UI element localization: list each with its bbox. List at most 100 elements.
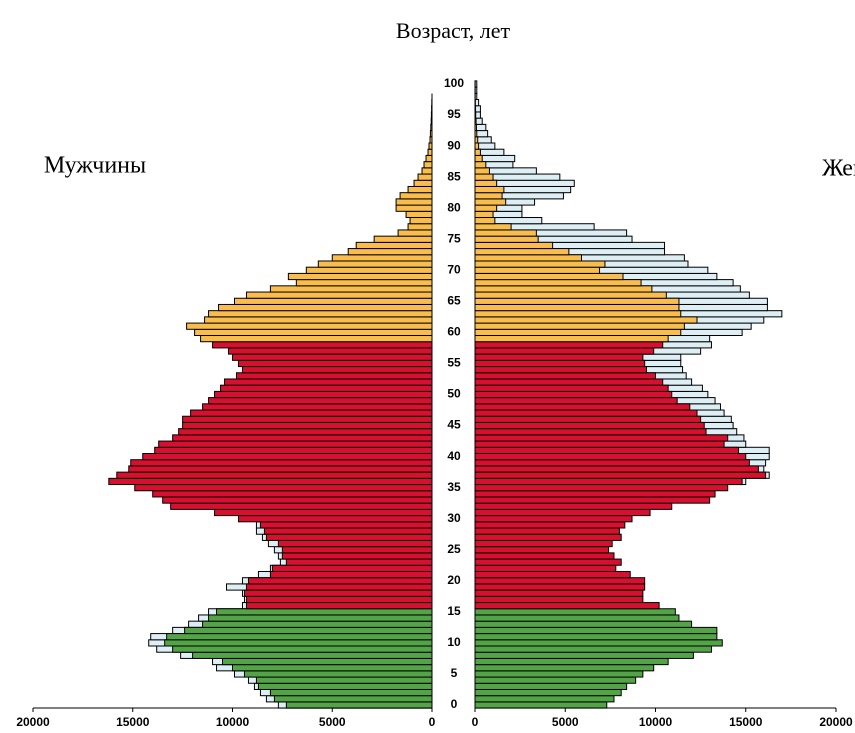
bar (474, 620, 693, 628)
bar (474, 484, 729, 492)
bar (245, 595, 433, 604)
age-label: 20 (447, 573, 461, 587)
x-tick-label: 15000 (729, 715, 763, 729)
bar (397, 229, 433, 237)
bar (474, 179, 498, 187)
bar (245, 291, 433, 299)
bar (474, 335, 669, 343)
bar (224, 378, 433, 386)
bar (474, 546, 610, 554)
bar (295, 279, 433, 287)
bar (474, 670, 644, 678)
bar (474, 664, 655, 672)
bar (417, 173, 433, 181)
bar (474, 272, 624, 281)
bar (317, 260, 433, 268)
bar (273, 695, 433, 703)
bar (190, 409, 433, 417)
bar (474, 235, 539, 243)
x-tick-label: 10000 (216, 715, 250, 729)
bar (216, 608, 433, 616)
age-label: 45 (447, 418, 461, 432)
bar (474, 223, 512, 231)
bar (395, 198, 433, 206)
bar (243, 670, 433, 678)
bar (474, 651, 694, 659)
bar (474, 297, 680, 305)
age-label: 95 (447, 107, 461, 121)
bar (474, 471, 767, 479)
bar (474, 577, 646, 585)
bar (305, 266, 433, 274)
bar (474, 229, 537, 237)
bar (474, 241, 554, 250)
bar (474, 409, 698, 417)
bar (152, 490, 433, 498)
bar (474, 645, 712, 653)
bar (474, 198, 507, 206)
bar (474, 378, 664, 386)
bar (474, 602, 660, 610)
bar (241, 366, 433, 374)
age-label: 100 (444, 76, 464, 90)
bar (116, 471, 433, 479)
bar (474, 459, 750, 467)
bar (474, 204, 498, 212)
bar (208, 397, 433, 405)
bar (474, 154, 483, 163)
bar (474, 397, 678, 405)
bar (257, 682, 433, 690)
x-tick-label: 15000 (116, 715, 150, 729)
bar (247, 577, 433, 585)
bar (172, 434, 433, 442)
x-tick-label: 20000 (819, 715, 853, 729)
bar (474, 477, 743, 486)
age-label: 15 (447, 604, 461, 618)
bar (399, 192, 433, 200)
age-label: 40 (447, 449, 461, 463)
bar (243, 589, 433, 597)
bar (245, 583, 433, 591)
bar (474, 446, 740, 454)
age-label: 35 (447, 480, 461, 494)
bar (263, 527, 433, 535)
bar (474, 502, 673, 510)
bar (237, 515, 433, 523)
bar (164, 639, 433, 647)
bar (474, 248, 570, 256)
bar (474, 217, 496, 225)
age-label: 85 (447, 169, 461, 183)
bar (474, 434, 729, 442)
bar (474, 316, 698, 324)
bar (474, 347, 655, 355)
age-label: 55 (447, 356, 461, 370)
bar (474, 614, 680, 622)
age-label: 75 (447, 231, 461, 245)
bar (128, 465, 433, 473)
bar (474, 285, 653, 293)
bar (474, 384, 669, 392)
age-label: 90 (447, 138, 461, 152)
bar (474, 695, 615, 703)
legend-male: Мужчины (44, 153, 146, 179)
bar (474, 359, 646, 368)
bar (474, 688, 622, 697)
bar (194, 328, 433, 337)
bar (474, 173, 494, 181)
bar (474, 552, 615, 560)
bar (474, 279, 642, 287)
bar (425, 154, 433, 163)
bar (228, 347, 433, 355)
bar (235, 372, 433, 380)
bar (347, 248, 433, 256)
bar (474, 254, 582, 262)
bar (158, 440, 433, 448)
bar (212, 341, 433, 349)
bar (474, 260, 606, 268)
bar (285, 701, 433, 709)
age-label: 30 (447, 511, 461, 525)
bar (474, 452, 747, 461)
age-label: 10 (447, 635, 461, 649)
bar (474, 527, 620, 535)
bar (474, 595, 644, 604)
